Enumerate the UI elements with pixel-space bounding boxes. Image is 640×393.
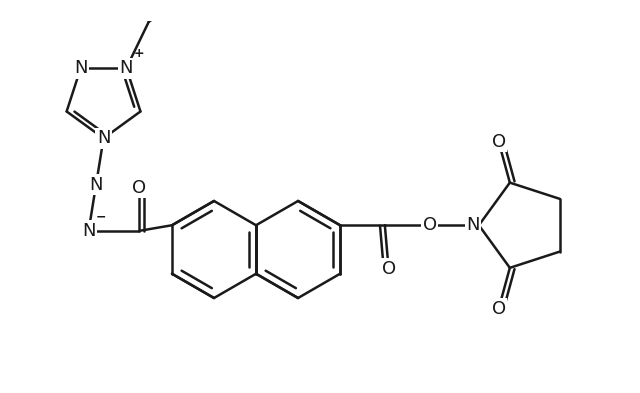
Text: N: N	[90, 176, 103, 194]
Text: N: N	[97, 129, 110, 147]
Text: N: N	[466, 216, 479, 234]
Text: O: O	[422, 216, 436, 234]
Text: −: −	[95, 211, 106, 224]
Text: O: O	[492, 300, 506, 318]
Text: N: N	[74, 59, 88, 77]
Text: O: O	[132, 178, 147, 196]
Text: N: N	[82, 222, 95, 240]
Text: O: O	[381, 259, 396, 277]
Text: O: O	[492, 132, 506, 151]
Text: N: N	[120, 59, 133, 77]
Text: +: +	[134, 47, 145, 60]
